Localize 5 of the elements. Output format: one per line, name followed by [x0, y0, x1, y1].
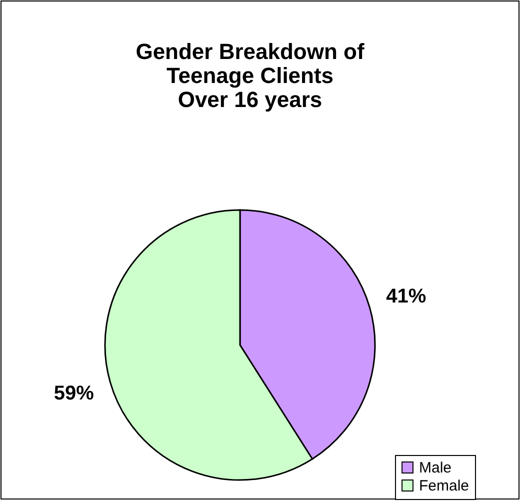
data-label: 59% — [54, 382, 94, 404]
legend-label: Female — [419, 478, 470, 494]
chart-title: Gender Breakdown of Teenage Clients Over 16 years — [136, 39, 365, 112]
data-label: 41% — [386, 286, 426, 308]
legend-label: Male — [419, 460, 452, 476]
